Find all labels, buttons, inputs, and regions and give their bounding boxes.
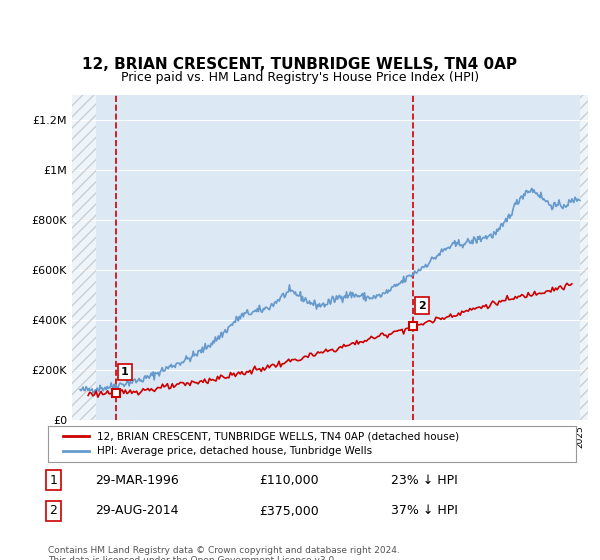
Legend: 12, BRIAN CRESCENT, TUNBRIDGE WELLS, TN4 0AP (detached house), HPI: Average pric: 12, BRIAN CRESCENT, TUNBRIDGE WELLS, TN4… — [58, 427, 463, 460]
Text: 1: 1 — [49, 474, 57, 487]
Text: 37% ↓ HPI: 37% ↓ HPI — [391, 505, 458, 517]
Text: 1: 1 — [121, 367, 129, 377]
Text: 2: 2 — [418, 301, 426, 311]
Text: Contains HM Land Registry data © Crown copyright and database right 2024.
This d: Contains HM Land Registry data © Crown c… — [48, 546, 400, 560]
Text: 29-MAR-1996: 29-MAR-1996 — [95, 474, 179, 487]
Text: Price paid vs. HM Land Registry's House Price Index (HPI): Price paid vs. HM Land Registry's House … — [121, 71, 479, 84]
Text: 29-AUG-2014: 29-AUG-2014 — [95, 505, 179, 517]
Text: £110,000: £110,000 — [259, 474, 319, 487]
Text: 23% ↓ HPI: 23% ↓ HPI — [391, 474, 458, 487]
Text: £375,000: £375,000 — [259, 505, 319, 517]
Text: 12, BRIAN CRESCENT, TUNBRIDGE WELLS, TN4 0AP: 12, BRIAN CRESCENT, TUNBRIDGE WELLS, TN4… — [83, 57, 517, 72]
Text: 2: 2 — [49, 505, 57, 517]
